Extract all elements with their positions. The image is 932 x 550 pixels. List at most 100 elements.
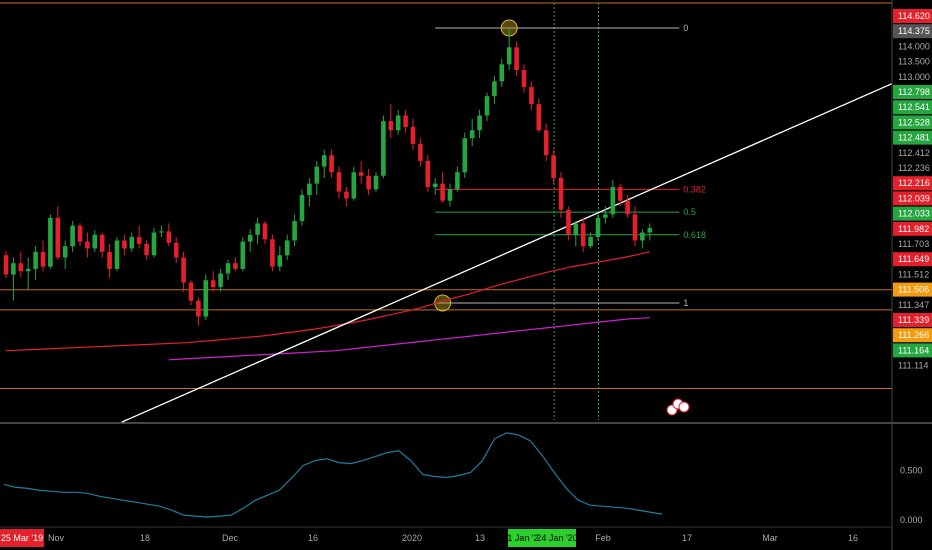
candle <box>625 195 630 218</box>
candle <box>99 232 105 258</box>
candle <box>114 237 120 272</box>
time-tick-label: Feb <box>595 533 611 543</box>
price-axis-label: 112.033 <box>893 206 932 221</box>
candle <box>188 280 194 306</box>
price-label-bg <box>893 176 932 191</box>
price-label-bg <box>893 252 932 267</box>
candle-body <box>33 251 38 269</box>
price-axis-label: 113.500 <box>898 57 930 67</box>
candle <box>580 217 586 252</box>
price-label-bg <box>893 9 932 23</box>
marker-date-bg <box>508 529 538 547</box>
time-tick-label: 17 <box>682 533 692 543</box>
price-label-bg <box>893 130 932 145</box>
candle <box>573 221 579 247</box>
candle <box>55 206 61 260</box>
price-axis-label: 111.266 <box>893 328 932 343</box>
candle <box>159 225 164 238</box>
candle-body <box>455 172 460 190</box>
candle-body <box>62 246 68 258</box>
marker-date-2: 24 Jan '20 <box>536 529 578 547</box>
candle <box>566 206 571 241</box>
candle <box>129 232 135 252</box>
candle-body <box>418 143 423 161</box>
candle <box>418 138 423 167</box>
candle <box>588 232 593 249</box>
fibonacci-retracement[interactable]: 0 0.382 0.5 0.618 1 <box>434 19 706 312</box>
oscillator-pane: 0.500 0.000 <box>3 432 923 525</box>
price-axis-label: 112.039 <box>893 191 932 206</box>
price-axis-label: 112.412 <box>898 148 930 158</box>
event-flag-icon[interactable] <box>678 401 690 413</box>
candle <box>603 206 608 224</box>
price-label-text: 113.500 <box>898 57 930 67</box>
candle-body <box>610 187 616 215</box>
candle-body <box>462 138 468 173</box>
price-axis[interactable]: 114.620 114.375 114.000 113.500 113.000 112.7… <box>891 0 932 550</box>
support-trendline[interactable] <box>121 83 893 423</box>
candle-body <box>529 87 534 105</box>
price-label-text: 114.375 <box>898 26 930 36</box>
candle-body <box>3 255 9 275</box>
candle <box>403 109 408 133</box>
time-axis[interactable]: Nov 18 Dec 16 2020 13 Feb 17 Mar 16 25 Mar '19 21 J… <box>0 529 858 547</box>
candle <box>196 297 201 326</box>
price-label-text: 111.347 <box>898 300 929 310</box>
candle <box>329 149 334 178</box>
candle-body <box>107 251 112 269</box>
price-label-bg <box>893 191 932 206</box>
time-tick-label: 2020 <box>402 533 422 543</box>
candle <box>432 177 438 196</box>
candle <box>425 155 431 192</box>
candle <box>447 183 453 207</box>
candle-body <box>55 217 61 258</box>
candle <box>521 64 527 93</box>
candle-body <box>277 255 283 267</box>
candle-body <box>321 155 327 167</box>
candle <box>373 172 379 192</box>
candle-body <box>536 104 542 131</box>
candle <box>321 149 327 178</box>
candle <box>85 232 90 258</box>
time-tick-label: 16 <box>308 533 318 543</box>
candle-body <box>262 223 268 240</box>
candle <box>640 229 645 249</box>
oscillator-tick-label: 0.000 <box>900 515 923 525</box>
price-label-text: 111.512 <box>898 269 929 279</box>
candle-body <box>255 223 260 235</box>
candle <box>233 257 238 272</box>
ma-slow-line <box>168 317 650 361</box>
candle-body <box>329 155 334 173</box>
candle <box>514 41 519 76</box>
price-label-text: 111.982 <box>898 224 929 234</box>
candle <box>395 109 401 135</box>
price-axis-label: 114.000 <box>898 41 930 51</box>
candle-body <box>514 47 519 71</box>
candle <box>632 206 638 247</box>
candle-body <box>25 268 31 272</box>
candle-body <box>40 251 46 267</box>
candle <box>336 166 342 199</box>
candle <box>543 123 549 161</box>
candle-body <box>196 300 201 317</box>
candle-body <box>617 187 623 201</box>
candle-body <box>270 239 275 267</box>
candle <box>173 237 179 264</box>
candle-body <box>114 240 120 269</box>
trendline[interactable] <box>121 83 893 423</box>
oscillator-line <box>3 432 663 518</box>
candle-body <box>144 243 149 256</box>
candle <box>381 115 386 178</box>
candle-body <box>580 223 586 247</box>
price-axis-label: 111.512 <box>898 269 929 279</box>
price-axis-label: 111.703 <box>898 239 929 249</box>
price-label-text: 111.266 <box>898 330 929 340</box>
candle <box>18 251 24 277</box>
time-tick-label: Nov <box>48 533 65 543</box>
price-label-text: 113.000 <box>898 72 930 82</box>
price-axis-label: 112.216 <box>893 176 932 191</box>
candle <box>122 234 127 256</box>
price-label-text: 111.114 <box>898 361 929 371</box>
candle-body <box>70 225 75 247</box>
